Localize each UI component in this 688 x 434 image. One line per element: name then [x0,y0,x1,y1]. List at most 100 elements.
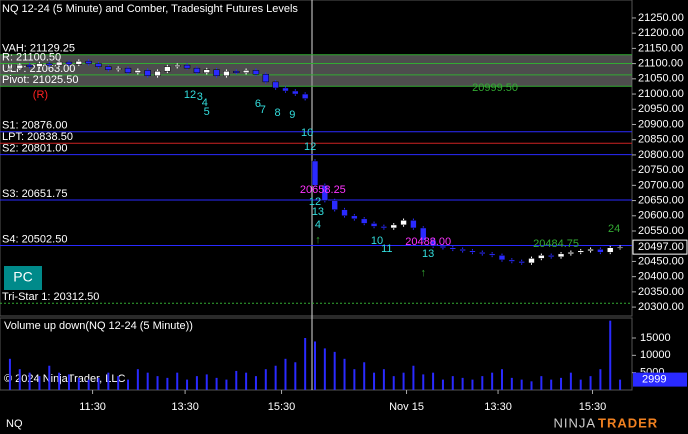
annotation: 24 [608,223,620,235]
volume-bar [422,374,425,390]
annotation: ↑ [421,267,427,279]
level-label: Tri-Star 1: 20312.50 [2,291,99,303]
candle-body [547,255,555,258]
volume-bar [323,348,326,390]
volume-bar [579,379,582,390]
y-tick-label: 20300.00 [638,301,684,313]
x-tick-label: 13:30 [171,401,199,413]
volume-tick-label: 15000 [640,332,671,344]
candle-body [85,60,92,64]
candle-body [538,255,545,259]
volume-tick-label: 10000 [640,349,671,361]
volume-bar [146,372,149,390]
annotation: 11 [381,243,392,255]
chart-title: NQ 12-24 (5 Minute) and Comber, Tradesig… [2,3,298,15]
price-panel [0,0,633,317]
volume-bar [481,376,484,390]
button-bg[interactable] [4,266,42,290]
volume-bar [136,369,139,390]
volume-bar [353,369,356,390]
candle-body [144,70,151,77]
candle-body [75,60,83,65]
candle-body [154,70,161,77]
volume-bar [304,338,307,390]
y-tick-label: 21150.00 [638,42,683,54]
volume-bar [87,379,90,390]
annotation: 20488.00 [405,236,451,248]
volume-bar [382,369,385,390]
volume-bar [363,362,366,390]
candle-body [242,70,250,73]
candle-body [508,259,516,262]
logo-left: NINJA [553,415,596,430]
candle-body [587,249,594,252]
volume-bar [284,358,287,390]
candle-body [213,69,220,77]
candle-body [301,93,309,99]
volume-bar [67,374,70,390]
x-tick-label: 13:30 [484,401,512,413]
y-tick-label: 20900.00 [638,118,684,130]
volume-bar [166,377,169,390]
button-label[interactable]: PC [13,269,32,285]
instrument: NQ [6,418,23,430]
candle-body [410,220,417,229]
pc-button[interactable]: PC [4,266,42,290]
volume-bar [127,379,130,390]
annotation: 13 [422,248,434,260]
annotation: 8 [275,107,281,119]
volume-bar [471,379,474,390]
annotation: ↑ [315,234,321,246]
candle-body [65,61,73,65]
annotation: 7 [260,104,266,116]
candle-body [370,223,378,227]
annotation: 4 [315,219,321,231]
candle-body [282,87,289,92]
annotation: 20999.50 [472,82,518,94]
volume-bar [432,372,435,390]
volume-bar [402,372,405,390]
volume-bar [510,377,513,390]
volume-bar [520,379,523,390]
y-tick-label: 20350.00 [638,286,684,298]
volume-bar [176,372,179,390]
volume-bar [48,365,51,390]
candle-body [252,70,260,75]
volume-bar [530,381,533,390]
candle-body [380,226,388,229]
candle-body [518,261,525,264]
annotation: 3 [197,91,203,103]
annotation: 10 [301,127,313,139]
candle-body [174,64,181,67]
volume-bar [195,376,198,390]
candle-body [16,64,23,69]
volume-bar [28,372,31,390]
candle-body [36,63,43,67]
volume-title: Volume up down(NQ 12-24 (5 Minute)) [4,320,193,332]
volume-bar [38,376,41,390]
volume-bar [550,379,553,390]
volume-bar [500,369,503,390]
last-price-label: 20497.00 [638,241,684,253]
volume-bar [264,369,267,390]
value-area [0,54,632,87]
y-tick-label: 20650.00 [638,194,684,206]
volume-bar [294,362,297,390]
level-label: S1: 20876.00 [2,120,67,132]
annotation: 6 [255,98,261,110]
candle-body [223,70,230,77]
annotation: 12 [309,196,321,208]
y-tick-label: 20550.00 [638,225,684,237]
level-label: S3: 20651.75 [2,188,67,200]
candle-body [459,249,466,252]
candle-body [262,74,269,83]
volume-bar [560,377,563,390]
volume-bar [18,369,21,390]
candle-body [311,160,319,186]
volume-bar [156,376,159,390]
y-tick-label: 20450.00 [638,255,684,267]
y-tick-label: 21200.00 [638,27,684,39]
candle-body [292,90,299,95]
candle-body [46,63,53,66]
candle-body [321,185,329,201]
